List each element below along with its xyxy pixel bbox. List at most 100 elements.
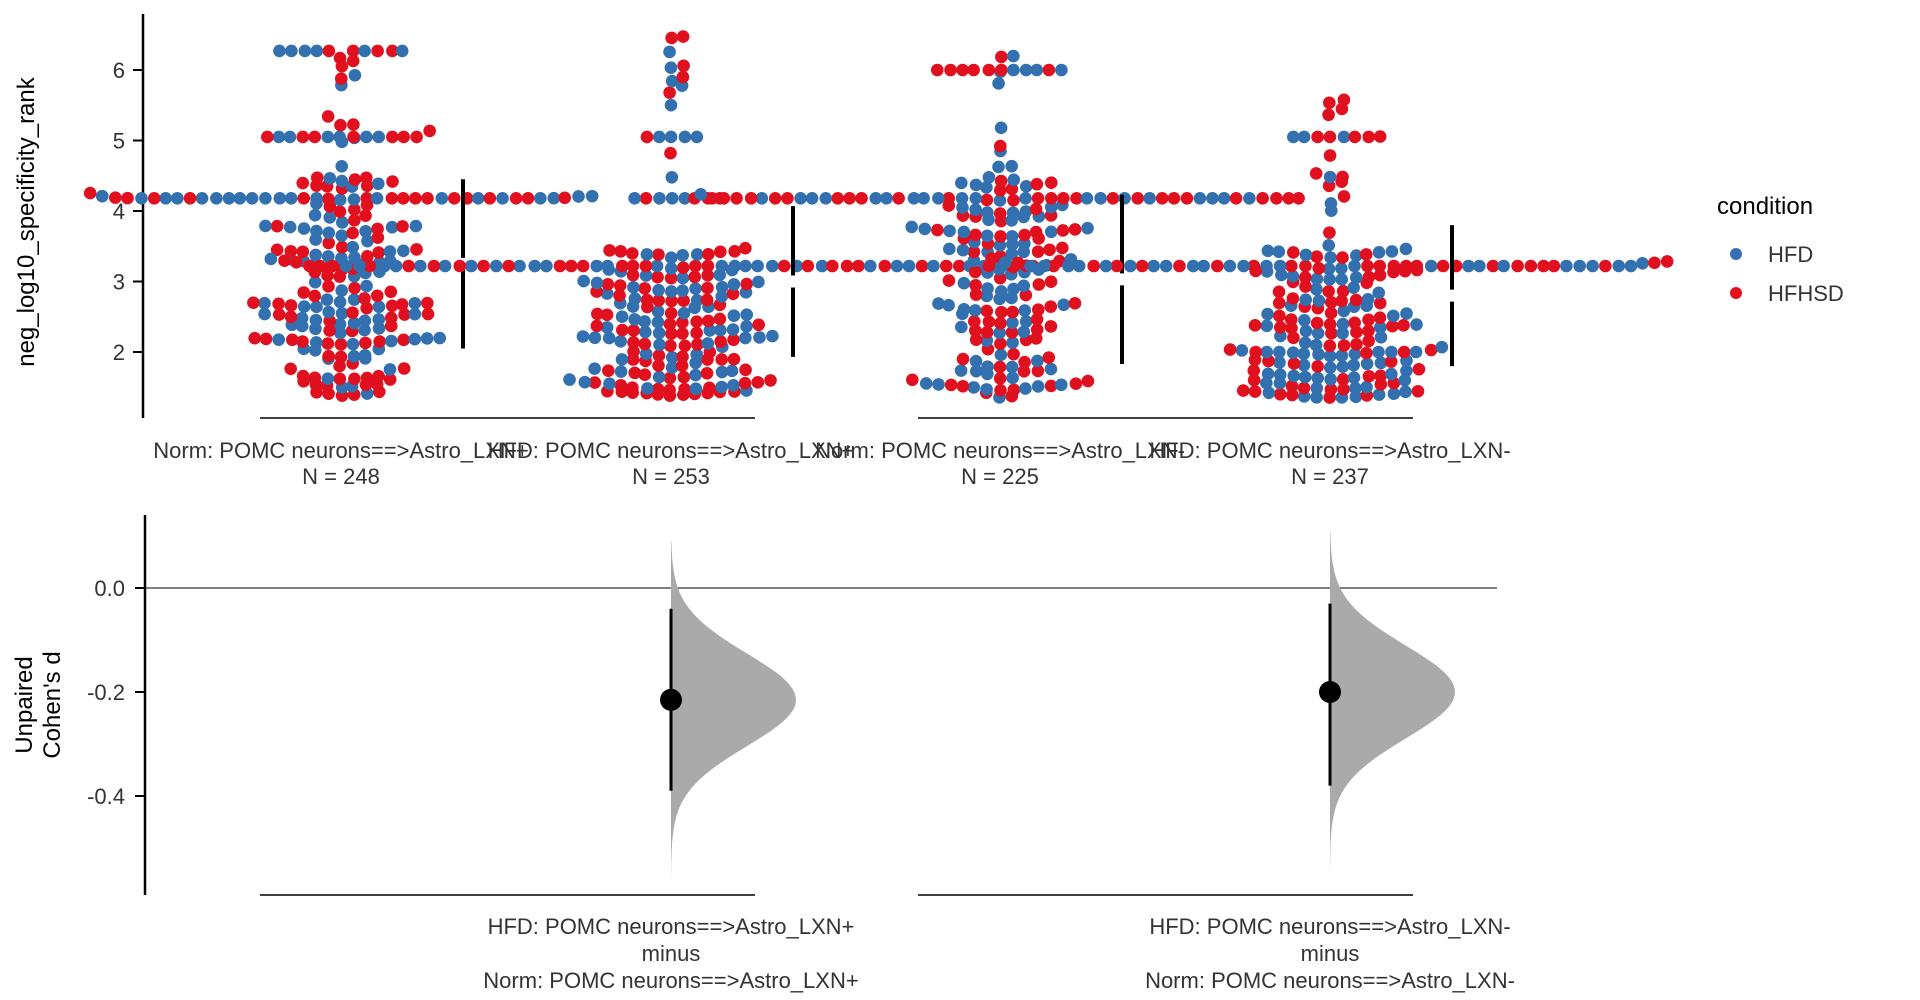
data-point-hfhsd (994, 383, 1007, 397)
data-point-hfd (1057, 298, 1071, 312)
data-point-hfhsd (427, 259, 441, 273)
data-point-hfhsd (409, 192, 422, 205)
data-point-hfhsd (717, 192, 731, 205)
data-point-hfd (1312, 294, 1326, 308)
comparison-label: Norm: POMC neurons==>Astro_LXN- (1145, 968, 1515, 993)
data-point-hfhsd (296, 245, 310, 259)
data-point-hfd (664, 251, 678, 265)
data-point-hfd (372, 313, 386, 326)
data-point-hfd (414, 259, 427, 273)
data-point-hfd (676, 271, 690, 285)
x-group-label: Norm: POMC neurons==>Astro_LXN- (815, 438, 1185, 463)
data-point-hfhsd (1324, 383, 1338, 396)
data-point-hfhsd (700, 366, 714, 380)
data-point-hfhsd (360, 371, 374, 385)
data-point-hfhsd (1524, 259, 1538, 273)
data-point-hfhsd (1322, 284, 1335, 298)
data-point-hfhsd (321, 337, 335, 350)
data-point-hfd (919, 377, 933, 390)
data-point-hfhsd (942, 192, 956, 205)
data-point-hfd (967, 381, 981, 394)
data-point-hfhsd (726, 287, 740, 301)
data-point-hfd (653, 192, 666, 205)
data-point-hfd (1286, 346, 1300, 360)
data-point-hfhsd (1537, 259, 1550, 273)
data-point-hfd (346, 240, 360, 254)
y-tick-label: -0.4 (87, 784, 125, 809)
data-point-hfd (1349, 381, 1362, 395)
data-point-hfhsd (1384, 355, 1398, 368)
data-point-hfd (639, 325, 652, 339)
data-point-hfd (955, 176, 968, 190)
data-point-hfd (1349, 271, 1363, 284)
data-point-hfd (259, 219, 272, 233)
data-point-hfd (755, 192, 769, 205)
data-point-hfhsd (1298, 270, 1312, 284)
data-point-hfhsd (346, 226, 359, 240)
data-point-hfhsd (1399, 259, 1413, 273)
data-point-hfhsd (1011, 256, 1025, 270)
data-point-hfd (955, 192, 969, 205)
data-point-hfd (981, 360, 994, 374)
data-point-hfd (297, 300, 311, 313)
data-point-hfd (563, 373, 576, 386)
data-point-hfd (1347, 358, 1360, 372)
data-point-hfhsd (967, 245, 981, 259)
y-tick-label: -0.2 (87, 680, 125, 705)
data-point-hfd (310, 224, 323, 238)
data-point-hfd (1273, 356, 1286, 369)
data-point-hfd (1361, 292, 1375, 306)
data-point-hfd (805, 192, 819, 205)
data-point-hfd (358, 44, 371, 58)
data-point-hfd (715, 290, 729, 303)
data-point-hfd (652, 283, 665, 297)
data-point-hfd (285, 44, 298, 58)
data-point-hfd (323, 172, 337, 185)
data-point-hfhsd (1336, 373, 1350, 386)
data-point-hfd (1031, 354, 1044, 368)
data-point-hfhsd (994, 174, 1008, 188)
data-point-hfd (384, 334, 398, 348)
data-point-hfd (335, 307, 349, 320)
data-point-hfhsd (701, 281, 714, 295)
data-point-hfd (980, 181, 993, 194)
data-point-hfd (752, 275, 765, 289)
data-point-hfhsd (739, 241, 752, 255)
data-point-hfd (627, 281, 640, 294)
data-point-hfhsd (383, 373, 397, 386)
data-point-hfd (1410, 318, 1423, 331)
data-point-hfd (1373, 321, 1387, 334)
data-point-hfhsd (627, 324, 640, 337)
data-point-hfhsd (1323, 318, 1337, 331)
data-point-hfd (222, 192, 236, 205)
data-point-hfhsd (1273, 387, 1287, 401)
data-point-hfd (715, 365, 729, 379)
data-point-hfhsd (372, 369, 385, 383)
data-point-hfhsd (1229, 192, 1243, 205)
data-point-hfhsd (1043, 243, 1056, 257)
data-point-hfd (982, 170, 996, 184)
data-point-hfd (496, 192, 509, 205)
bootstrap-distribution (671, 541, 796, 880)
data-point-hfhsd (1081, 374, 1095, 388)
data-point-hfhsd (701, 269, 714, 282)
data-point-hfd (1262, 386, 1276, 400)
data-point-hfd (1030, 63, 1044, 77)
data-point-hfd (245, 192, 259, 205)
data-point-hfhsd (1362, 130, 1376, 144)
data-point-hfhsd (1397, 319, 1410, 332)
data-point-hfhsd (1284, 313, 1298, 326)
data-point-hfhsd (290, 255, 303, 269)
data-point-hfd (600, 287, 614, 300)
data-point-hfd (628, 313, 641, 326)
data-point-hfd (753, 331, 766, 344)
data-point-hfhsd (1018, 228, 1031, 242)
data-point-hfd (1017, 279, 1031, 293)
data-point-hfhsd (421, 296, 434, 310)
data-point-hfhsd (1070, 192, 1083, 205)
data-point-hfhsd (764, 374, 777, 387)
data-point-hfhsd (930, 63, 944, 77)
data-point-hfhsd (323, 314, 336, 328)
data-point-hfhsd (361, 250, 374, 263)
data-point-hfhsd (1337, 190, 1351, 203)
